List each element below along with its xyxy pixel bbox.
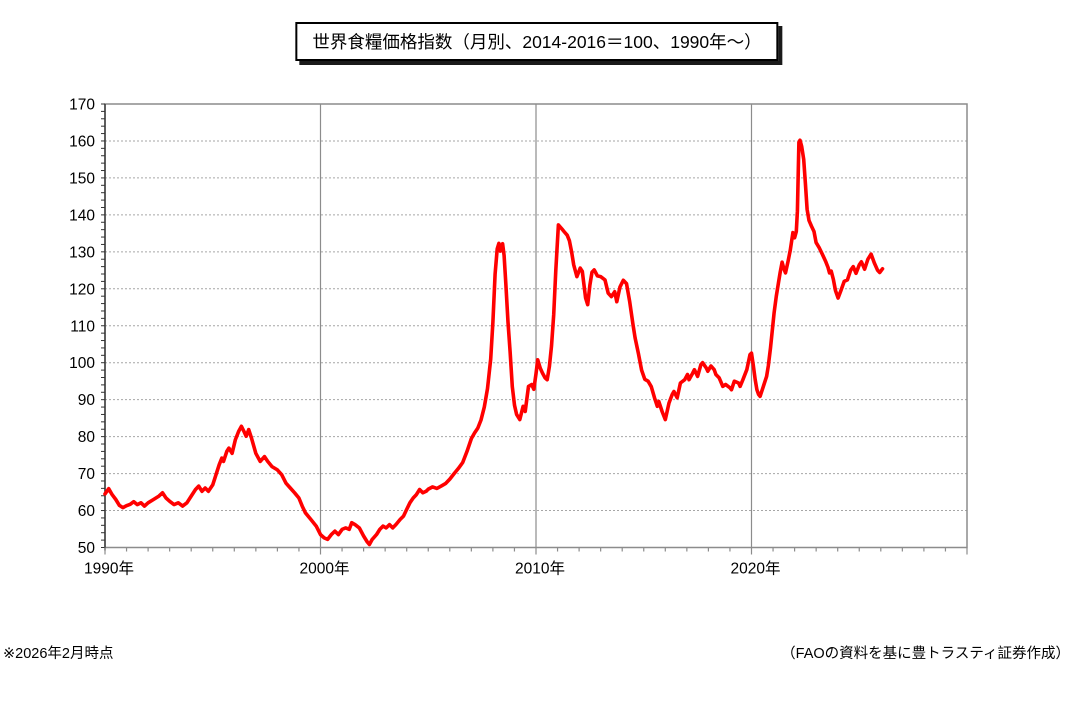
x-tick-label: 2000年 — [300, 560, 350, 578]
y-tick-label: 90 — [78, 392, 96, 409]
y-tick-label: 160 — [69, 133, 95, 150]
price-index-line — [103, 138, 885, 547]
x-tick-label: 1990年 — [84, 560, 134, 578]
y-tick-label: 50 — [78, 540, 96, 557]
y-tick-label: 110 — [70, 318, 95, 335]
chart-title-box: 世界食糧価格指数（月別、2014-2016＝100、1990年～） — [295, 22, 779, 61]
y-tick-label: 170 — [69, 97, 95, 114]
x-tick-label: 2010年 — [515, 560, 565, 578]
vertical-gridlines — [319, 104, 753, 548]
chart-title: 世界食糧価格指数（月別、2014-2016＝100、1990年～） — [312, 32, 762, 52]
y-tick-label: 130 — [69, 244, 95, 261]
y-tick-label: 140 — [69, 207, 95, 224]
y-tick-label: 100 — [69, 355, 95, 372]
y-axis-labels: 50 60 70 80 90 100 110 120 130 140 150 160 170 — [69, 97, 95, 558]
as-of-note: ※2026年2月時点 — [3, 646, 114, 662]
x-tick-label: 2020年 — [731, 560, 781, 578]
y-tick-label: 150 — [69, 170, 95, 187]
y-axis — [101, 103, 106, 551]
x-axis-labels: 1990年 2000年 2010年 2020年 — [84, 560, 780, 578]
y-tick-label: 120 — [69, 281, 95, 298]
source-credit: （FAOの資料を基に豊トラスティ証券作成） — [781, 646, 1070, 662]
x-axis — [104, 547, 968, 555]
divider-navy-line — [0, 665, 1074, 670]
y-tick-label: 60 — [78, 503, 96, 520]
y-tick-label: 70 — [78, 466, 96, 483]
y-tick-label: 80 — [78, 429, 96, 446]
